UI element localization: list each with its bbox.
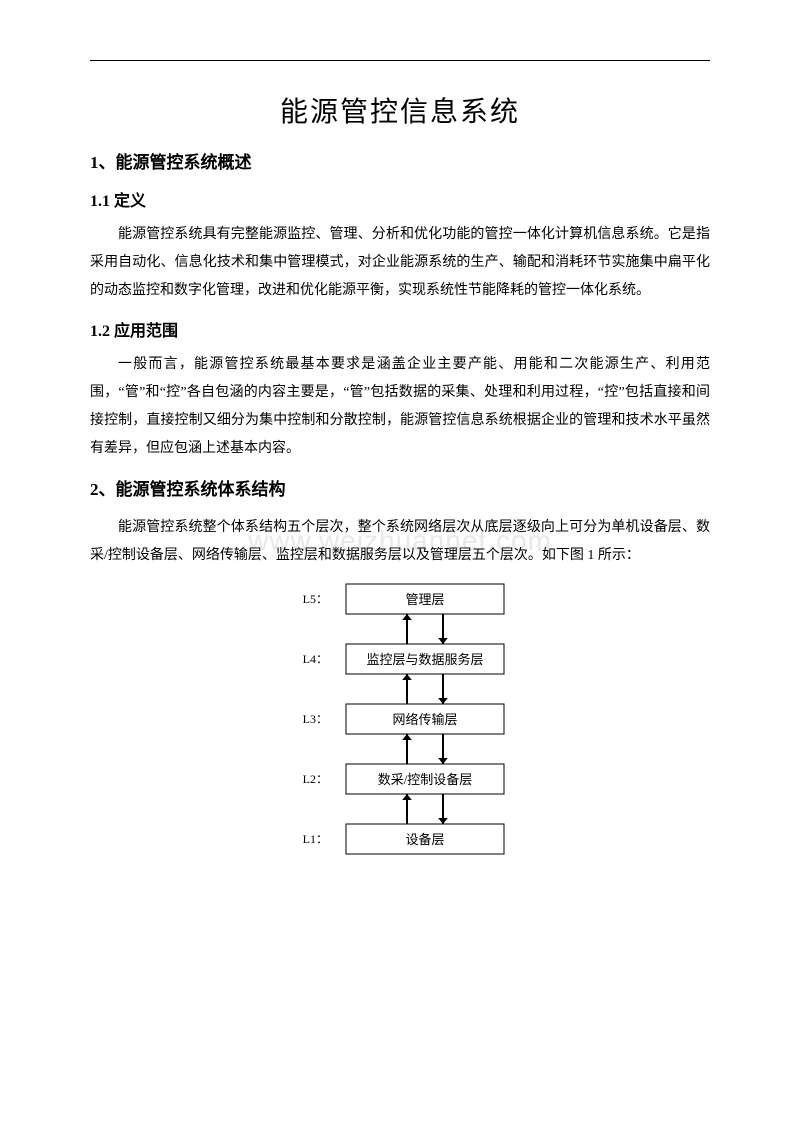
section1-heading: 1、能源管控系统概述: [90, 148, 710, 173]
diagram-container: L5： 管理层 L4： 监控层与数据服务层 L3： 网络传输层 L2： 数采/控制设备层 L1：…: [90, 582, 710, 861]
level-text: 监控层与数据服务层: [366, 652, 483, 667]
flowchart-diagram: L5： 管理层 L4： 监控层与数据服务层 L3： 网络传输层 L2： 数采/控制设备层 L1：…: [286, 582, 514, 861]
section1-sub1-paragraph: 能源管控系统具有完整能源监控、管理、分析和优化功能的管控一体化计算机信息系统。它…: [90, 221, 710, 305]
level-label: L5：: [303, 592, 328, 606]
document-content: 能源管控信息系统 1、能源管控系统概述 1.1 定义 能源管控系统具有完整能源监…: [90, 90, 710, 861]
section1-sub2-heading: 1.2 应用范围: [90, 317, 710, 341]
level-label: L2：: [303, 772, 328, 786]
level-label: L3：: [303, 712, 328, 726]
level-label: L4：: [303, 652, 328, 666]
top-divider: [90, 60, 710, 61]
level-label: L1：: [303, 832, 328, 846]
section2-paragraph: 能源管控系统整个体系结构五个层次，整个系统网络层次从底层逐级向上可分为单机设备层…: [90, 514, 710, 570]
section1-sub1-heading: 1.1 定义: [90, 187, 710, 211]
level-text: 管理层: [405, 592, 444, 607]
level-text: 设备层: [405, 832, 444, 847]
flowchart-svg: L5： 管理层 L4： 监控层与数据服务层 L3： 网络传输层 L2： 数采/控制设备层 L1：…: [286, 582, 514, 856]
section1-sub2-paragraph: 一般而言，能源管控系统最基本要求是涵盖企业主要产能、用能和二次能源生产、利用范围…: [90, 351, 710, 463]
section2-heading: 2、能源管控系统体系结构: [90, 475, 710, 500]
level-text: 网络传输层: [392, 712, 457, 727]
page-title: 能源管控信息系统: [90, 90, 710, 130]
level-text: 数采/控制设备层: [378, 772, 473, 787]
